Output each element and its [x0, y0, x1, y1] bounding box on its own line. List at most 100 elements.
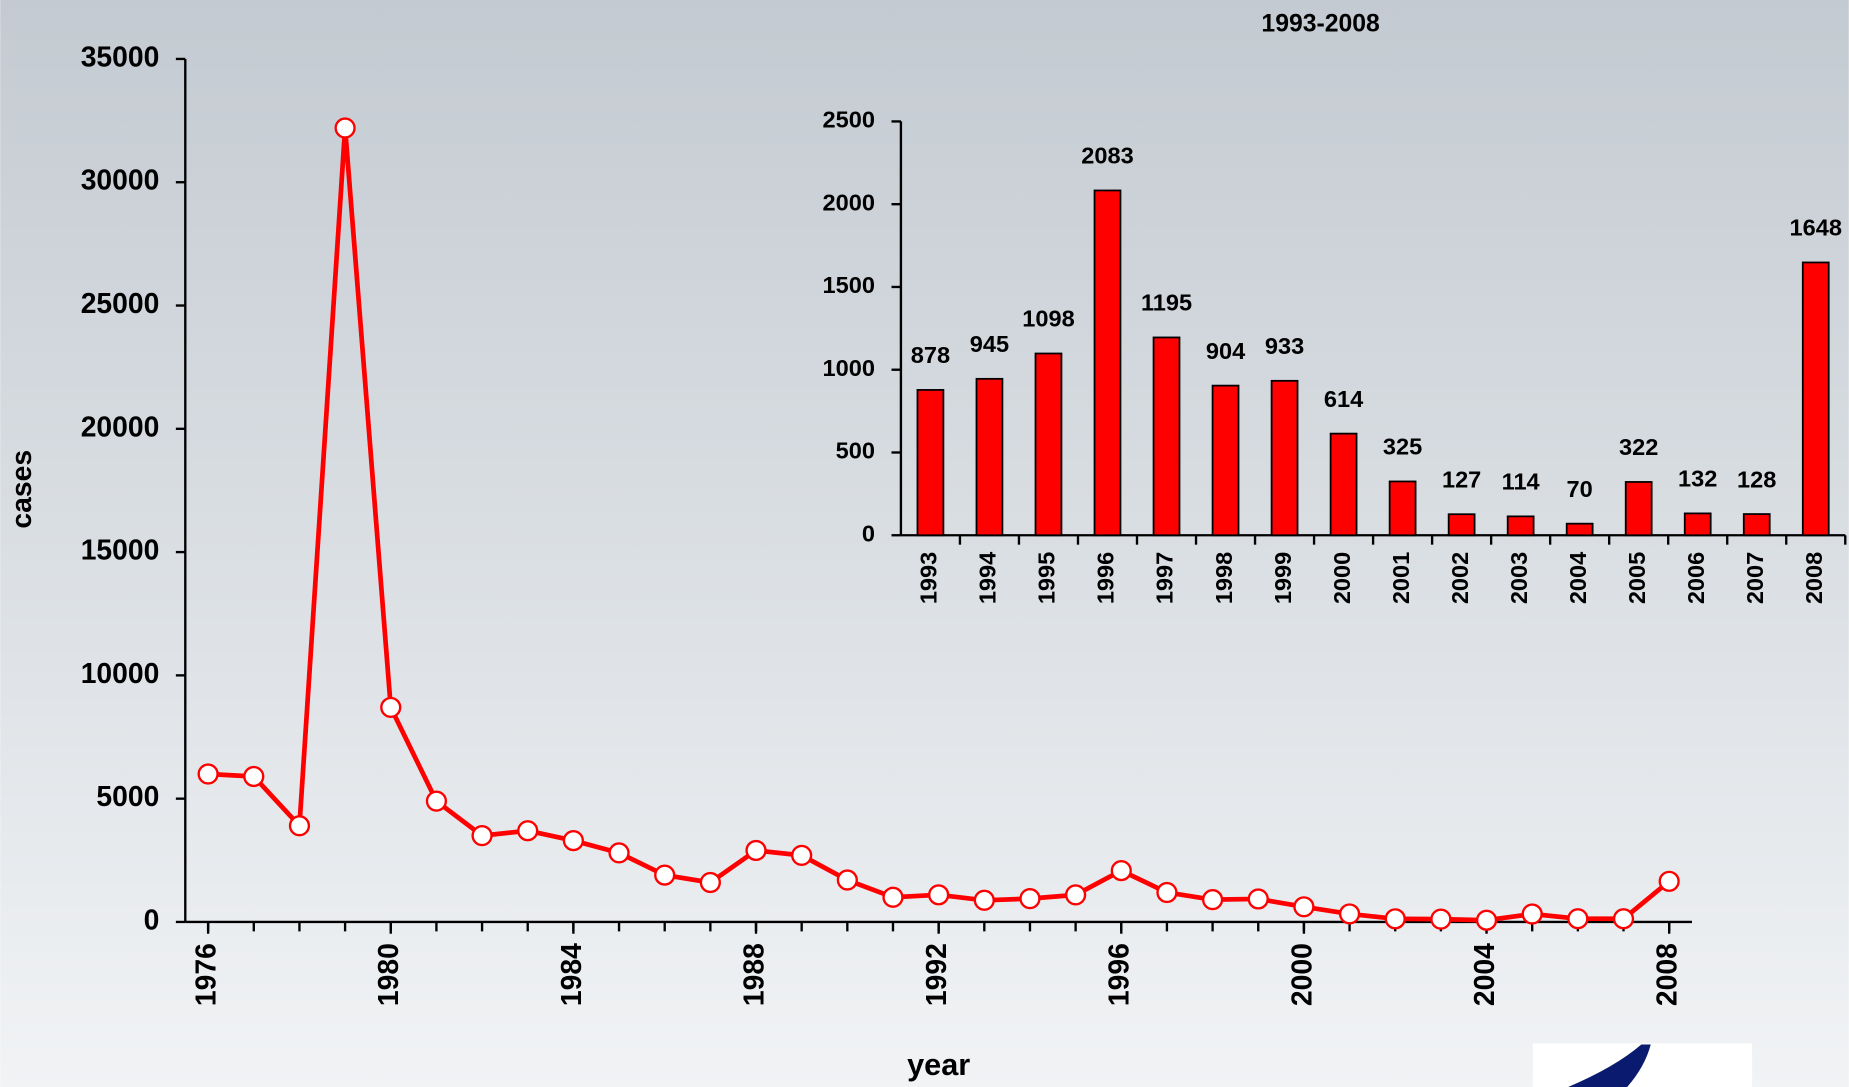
y-tick-label: 2000 [823, 189, 875, 215]
x-tick-label: 2004 [1565, 552, 1591, 604]
point [1567, 908, 1589, 930]
x-tick-label: 1998 [1211, 552, 1237, 604]
data-label: 614 [1324, 386, 1363, 412]
point [380, 696, 402, 719]
point [425, 790, 448, 812]
bar [1388, 480, 1417, 537]
point [928, 884, 950, 906]
x-tick-label: 1996 [1103, 943, 1135, 1006]
bar [1152, 336, 1181, 537]
data-label: 2083 [1081, 143, 1133, 169]
data-label: 1195 [1141, 290, 1192, 316]
y-tick-label: 10000 [81, 657, 160, 689]
point [517, 820, 539, 842]
x-tick-label: 2001 [1388, 552, 1414, 604]
point [1521, 903, 1543, 925]
logo [1532, 1043, 1753, 1087]
point [973, 889, 995, 911]
bar [1270, 379, 1299, 537]
point [1658, 870, 1680, 892]
bar [1034, 352, 1063, 537]
point [471, 825, 493, 847]
x-tick-label: 2000 [1329, 552, 1355, 604]
point [1293, 896, 1315, 918]
x-tick-label: 1976 [190, 943, 222, 1006]
bar [1565, 522, 1594, 537]
x-tick-label: 2003 [1506, 552, 1532, 604]
point [562, 829, 584, 852]
x-tick-label: 2006 [1683, 552, 1709, 604]
bar [1742, 513, 1771, 537]
point [1247, 888, 1269, 910]
point [1612, 908, 1635, 930]
y-tick-label: 25000 [81, 287, 160, 319]
y-tick-label: 5000 [96, 780, 159, 812]
x-tick-label: 1988 [737, 943, 769, 1006]
x-axis-label: year [907, 1048, 970, 1082]
data-label: 70 [1567, 476, 1593, 502]
x-tick-label: 1999 [1270, 552, 1296, 604]
point [1384, 908, 1406, 930]
y-tick-label: 35000 [81, 40, 160, 72]
data-label: 127 [1442, 466, 1481, 492]
x-tick-label: 1993 [916, 552, 942, 604]
data-label: 132 [1678, 466, 1717, 492]
x-tick-label: 1995 [1034, 552, 1060, 604]
point [882, 886, 904, 908]
bar [1447, 513, 1476, 537]
x-tick-label: 1984 [555, 943, 587, 1006]
x-tick-label: 1997 [1152, 552, 1178, 604]
point [243, 765, 265, 788]
data-label: 114 [1502, 469, 1540, 495]
x-tick-label: 2004 [1468, 943, 1500, 1006]
y-tick-label: 1500 [823, 272, 875, 298]
point [608, 842, 630, 864]
bar [1329, 432, 1358, 537]
x-tick-label: 2002 [1447, 552, 1473, 604]
point [791, 844, 813, 866]
x-tick-label: 2008 [1651, 943, 1683, 1006]
point [1110, 859, 1132, 882]
data-label: 322 [1619, 434, 1658, 460]
y-tick-label: 15000 [81, 534, 160, 566]
y-axis-label: cases [5, 450, 37, 529]
point [288, 815, 311, 837]
x-tick-label: 1992 [920, 943, 952, 1006]
data-label: 933 [1265, 333, 1304, 359]
x-tick-label: 2008 [1801, 552, 1827, 604]
point [836, 869, 858, 891]
bar [1093, 189, 1122, 537]
bar [1211, 384, 1240, 537]
x-tick-label: 1996 [1093, 552, 1119, 604]
y-tick-label: 20000 [81, 410, 160, 442]
y-tick-label: 2500 [823, 107, 875, 133]
data-label: 1098 [1022, 306, 1074, 332]
bar [1506, 515, 1535, 537]
data-label: 945 [970, 331, 1009, 357]
data-label: 904 [1206, 338, 1245, 364]
x-tick-label: 1980 [372, 943, 404, 1006]
y-tick-label: 0 [862, 520, 875, 546]
y-tick-label: 30000 [81, 164, 160, 196]
point [1019, 888, 1041, 910]
point [745, 839, 767, 862]
data-label: 325 [1383, 434, 1422, 460]
bar [916, 389, 945, 537]
y-tick-label: 500 [836, 438, 875, 464]
point [1201, 889, 1224, 911]
point [1430, 908, 1452, 930]
point [197, 763, 219, 785]
data-label: 128 [1737, 466, 1776, 492]
x-tick-label: 1994 [975, 552, 1001, 604]
bar [1624, 481, 1653, 537]
x-tick-label: 2005 [1624, 552, 1650, 604]
bar [1801, 261, 1830, 537]
bar [975, 377, 1004, 537]
data-label: 878 [911, 342, 950, 368]
point [654, 864, 676, 886]
point [1338, 903, 1361, 925]
point [334, 117, 356, 139]
inset-title: 1993-2008 [1261, 10, 1379, 37]
